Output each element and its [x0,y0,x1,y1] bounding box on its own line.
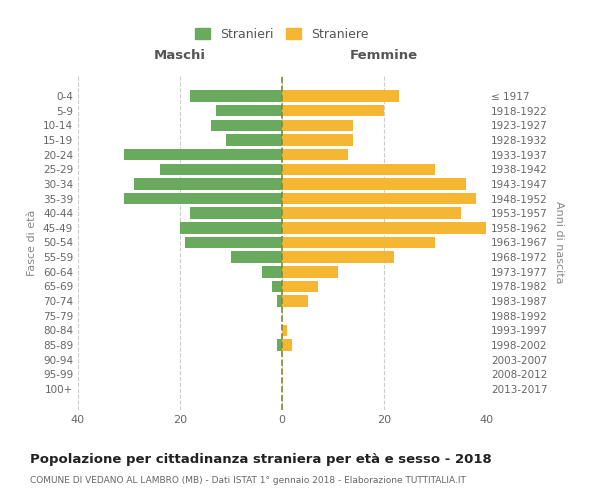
Bar [160,164,282,175]
Bar [277,340,282,351]
Bar [282,193,476,204]
Bar [282,266,338,278]
Bar [282,134,353,145]
Bar [180,222,282,234]
Y-axis label: Anni di nascita: Anni di nascita [554,201,564,284]
Bar [216,105,282,117]
Bar [282,281,318,292]
Bar [282,222,486,234]
Text: Femmine: Femmine [350,48,418,62]
Bar [282,237,435,248]
Bar [282,208,461,219]
Bar [282,149,348,160]
Text: Maschi: Maschi [154,48,206,62]
Bar [185,237,282,248]
Bar [231,252,282,263]
Bar [282,252,394,263]
Bar [277,296,282,307]
Bar [282,340,292,351]
Bar [226,134,282,145]
Bar [282,324,287,336]
Bar [282,296,308,307]
Bar [124,149,282,160]
Y-axis label: Fasce di età: Fasce di età [28,210,37,276]
Bar [282,120,353,131]
Bar [134,178,282,190]
Bar [262,266,282,278]
Bar [282,105,384,117]
Bar [282,164,435,175]
Bar [124,193,282,204]
Bar [272,281,282,292]
Bar [190,90,282,102]
Text: COMUNE DI VEDANO AL LAMBRO (MB) - Dati ISTAT 1° gennaio 2018 - Elaborazione TUTT: COMUNE DI VEDANO AL LAMBRO (MB) - Dati I… [30,476,466,485]
Bar [190,208,282,219]
Bar [282,90,400,102]
Bar [282,178,466,190]
Text: Popolazione per cittadinanza straniera per età e sesso - 2018: Popolazione per cittadinanza straniera p… [30,452,492,466]
Legend: Stranieri, Straniere: Stranieri, Straniere [191,24,373,45]
Bar [211,120,282,131]
